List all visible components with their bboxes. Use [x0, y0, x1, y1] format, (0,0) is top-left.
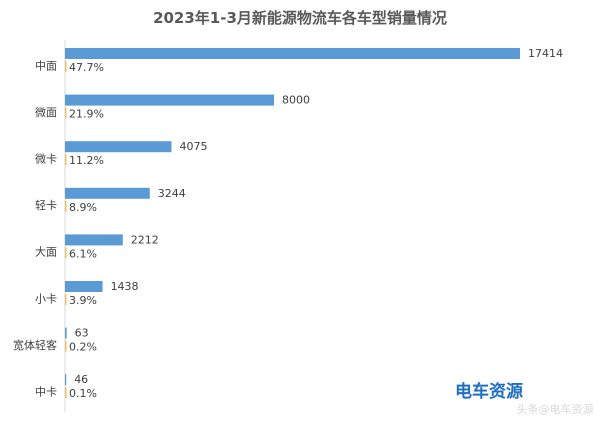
percent-label: 47.7%	[69, 61, 104, 74]
percent-bar	[65, 247, 67, 259]
value-label: 8000	[282, 94, 310, 107]
watermark: 头条@电车资源	[517, 402, 594, 416]
bar	[65, 234, 123, 246]
percent-label: 0.2%	[69, 341, 97, 354]
category-label: 中面	[35, 59, 57, 72]
percent-label: 0.1%	[69, 387, 97, 400]
percent-bar	[65, 340, 67, 352]
chart-title: 2023年1-3月新能源物流车各车型销量情况	[153, 9, 447, 27]
percent-label: 6.1%	[69, 247, 97, 260]
value-label: 46	[74, 373, 88, 386]
percent-bar	[65, 107, 67, 119]
category-label: 微卡	[35, 152, 57, 166]
bar	[65, 141, 172, 153]
percent-bar	[65, 387, 67, 399]
bar	[65, 281, 103, 292]
percent-label: 8.9%	[69, 201, 97, 214]
value-label: 2212	[131, 233, 159, 246]
value-label: 4075	[179, 140, 207, 153]
percent-label: 21.9%	[69, 108, 104, 121]
category-label: 大面	[35, 245, 57, 259]
percent-label: 3.9%	[69, 294, 97, 307]
bar	[65, 94, 275, 106]
category-label: 轻卡	[35, 198, 57, 212]
percent-label: 11.2%	[69, 154, 104, 167]
value-label: 63	[75, 327, 89, 340]
percent-bar	[65, 200, 67, 212]
percent-bar	[65, 154, 67, 166]
bars-group: 中面 17414 47.7% 微面 8000 21.9% 微卡 4075 11.2% 轻卡 3244…	[13, 47, 563, 400]
bar	[65, 374, 67, 386]
percent-bar	[65, 61, 67, 72]
category-label: 小卡	[35, 292, 57, 305]
bar	[65, 48, 520, 59]
value-label: 17414	[528, 47, 563, 60]
category-label: 微面	[35, 105, 57, 119]
brand-logo: 电车资源	[455, 381, 523, 402]
bar	[65, 327, 67, 339]
category-label: 中卡	[35, 386, 57, 399]
value-label: 3244	[158, 187, 186, 200]
percent-bar	[65, 294, 67, 305]
category-label: 宽体轻客	[13, 338, 57, 352]
bar	[65, 187, 150, 199]
value-label: 1438	[111, 280, 139, 293]
